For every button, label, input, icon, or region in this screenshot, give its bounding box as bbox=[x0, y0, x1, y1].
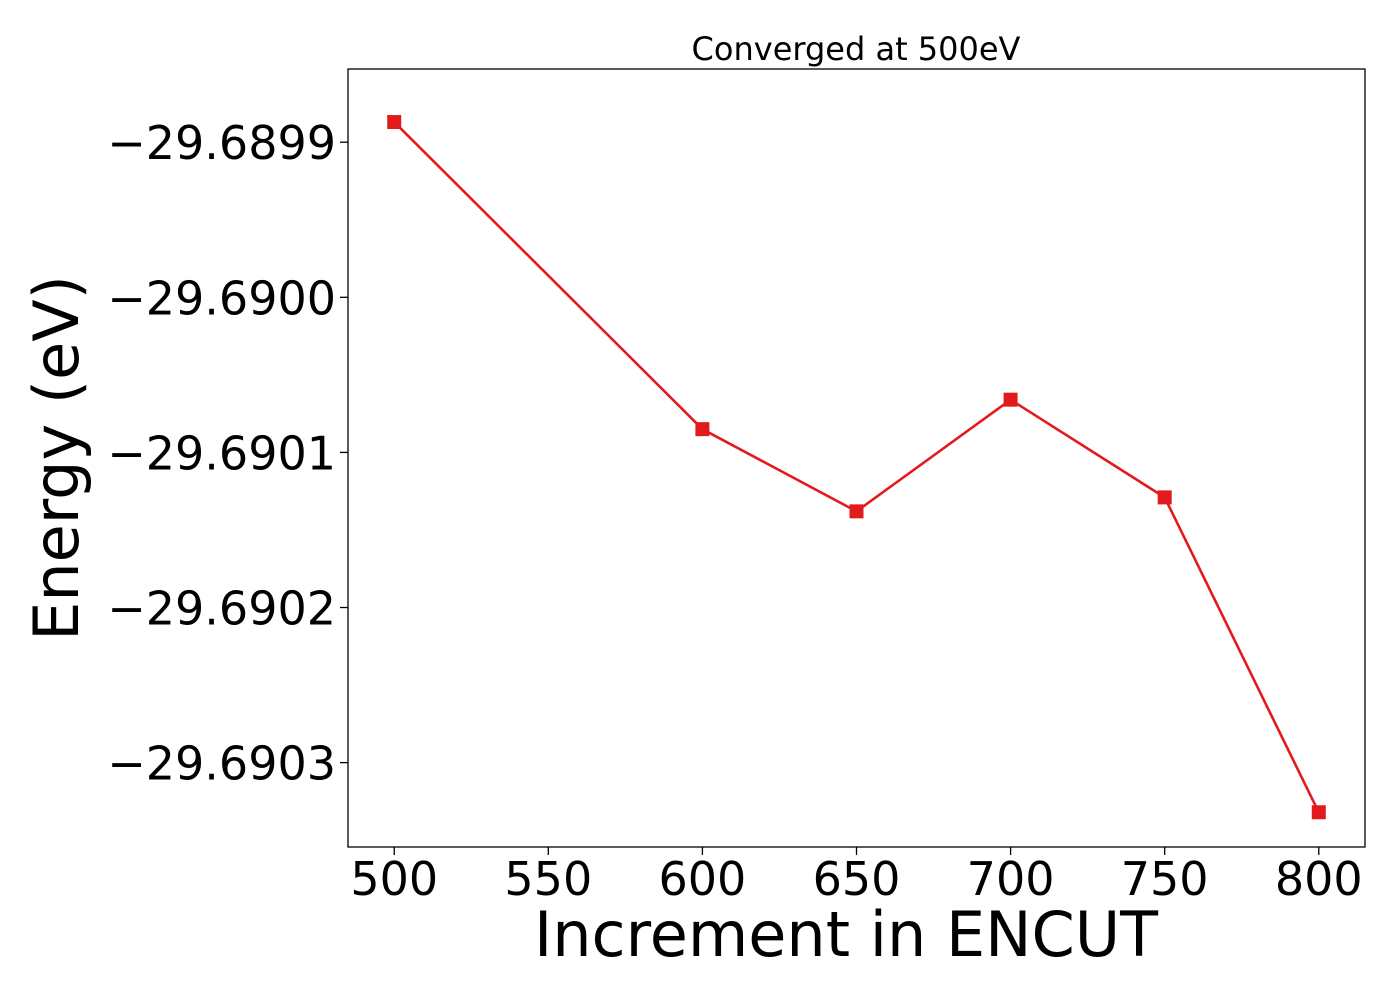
y-axis-label: Energy (eV) bbox=[20, 275, 93, 641]
y-tick-label: −29.6903 bbox=[107, 737, 336, 791]
x-tick-label: 750 bbox=[1121, 852, 1209, 906]
y-tick-label: −29.6899 bbox=[107, 116, 336, 170]
plot-area: 500 550 600 650 700 750 800 −29.6899 −29.6900 −29… bbox=[107, 68, 1366, 906]
data-point-marker bbox=[387, 115, 402, 130]
chart-title: Converged at 500eV bbox=[692, 30, 1021, 68]
x-tick-label: 650 bbox=[813, 852, 901, 906]
y-tick-label: −29.6901 bbox=[107, 426, 336, 480]
x-tick-label: 700 bbox=[967, 852, 1055, 906]
x-tick-label: 550 bbox=[504, 852, 592, 906]
series-line bbox=[393, 121, 1320, 813]
data-point-marker bbox=[1311, 805, 1326, 820]
data-point-marker bbox=[695, 422, 710, 437]
y-tick-label: −29.6902 bbox=[107, 582, 336, 636]
y-tick-label: −29.6900 bbox=[107, 271, 336, 325]
data-point-marker bbox=[849, 504, 864, 519]
data-point-marker bbox=[1157, 490, 1172, 505]
x-tick-label: 600 bbox=[659, 852, 747, 906]
data-point-marker bbox=[1003, 392, 1018, 407]
x-tick-label: 500 bbox=[350, 852, 438, 906]
x-tick-label: 800 bbox=[1275, 852, 1363, 906]
x-axis-label: Increment in ENCUT bbox=[534, 898, 1159, 971]
